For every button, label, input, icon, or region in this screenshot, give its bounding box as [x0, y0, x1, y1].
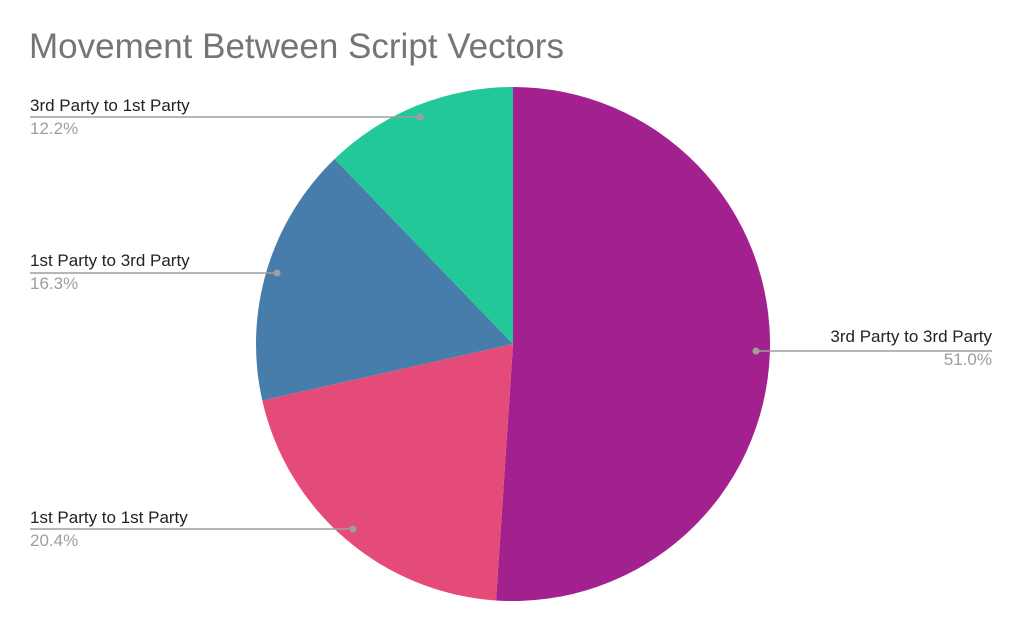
- slice-pct-1p-to-3p: 16.3%: [30, 274, 79, 293]
- slice-label-1p-to-3p: 1st Party to 3rd Party: [30, 251, 190, 270]
- chart-title: Movement Between Script Vectors: [29, 27, 564, 66]
- slice-label-3p-to-1p: 3rd Party to 1st Party: [30, 96, 190, 115]
- slice-1p-to-1p: [262, 344, 513, 601]
- slice-label-1p-to-1p: 1st Party to 1st Party: [30, 508, 188, 527]
- slice-3p-to-1p: [334, 87, 513, 344]
- slice-pct-3p-to-1p: 12.2%: [30, 119, 79, 138]
- leader-dot: [416, 113, 424, 121]
- slice-1p-to-3p: [256, 159, 513, 401]
- leader-dot: [273, 269, 281, 277]
- leader-dot: [752, 347, 760, 355]
- leader-dot: [349, 525, 357, 533]
- slice-pct-1p-to-1p: 20.4%: [30, 531, 79, 550]
- slice-label-3p-to-3p: 3rd Party to 3rd Party: [830, 327, 992, 346]
- slice-3p-to-3p: [496, 87, 771, 601]
- slice-pct-3p-to-3p: 51.0%: [943, 350, 992, 369]
